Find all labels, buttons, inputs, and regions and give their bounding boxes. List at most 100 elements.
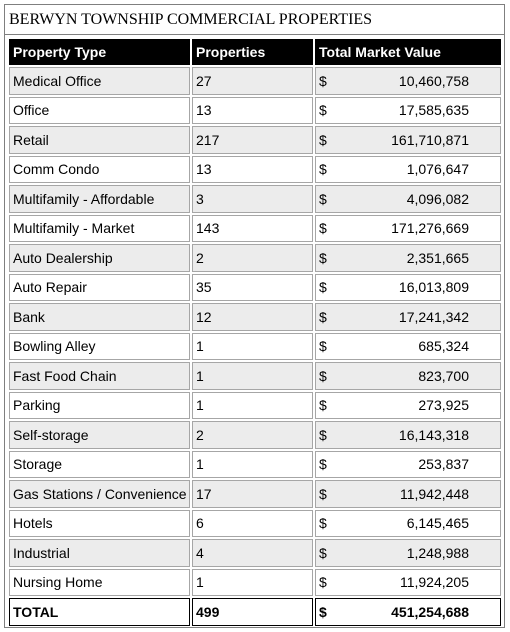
market-value: 11,942,448 (399, 485, 469, 502)
property-type-cell[interactable]: Auto Repair (9, 273, 190, 301)
table-row: Auto Repair 35 $16,013,809 (9, 273, 501, 301)
property-type-cell[interactable]: Bowling Alley (9, 332, 190, 360)
properties-count-cell[interactable]: 4 (192, 539, 313, 567)
currency-symbol: $ (319, 131, 327, 148)
table-row: Nursing Home 1 $11,924,205 (9, 568, 501, 596)
total-row: TOTAL 499 $ 451,254,688 (9, 598, 501, 626)
market-value-cell[interactable]: $161,710,871 (315, 126, 501, 154)
currency-symbol: $ (319, 456, 327, 473)
market-value-cell[interactable]: $6,145,465 (315, 509, 501, 537)
property-type-cell[interactable]: Nursing Home (9, 568, 190, 596)
property-type-cell[interactable]: Parking (9, 391, 190, 419)
market-value: 823,700 (418, 367, 469, 384)
market-value: 16,143,318 (398, 426, 469, 443)
table-row: Bowling Alley 1 $685,324 (9, 332, 501, 360)
property-type-cell[interactable]: Self-storage (9, 421, 190, 449)
total-label[interactable]: TOTAL (9, 598, 190, 626)
total-count[interactable]: 499 (192, 598, 313, 626)
property-type-cell[interactable]: Medical Office (9, 67, 190, 95)
market-value-cell[interactable]: $273,925 (315, 391, 501, 419)
market-value-cell[interactable]: $253,837 (315, 450, 501, 478)
properties-count-cell[interactable]: 1 (192, 332, 313, 360)
properties-count-cell[interactable]: 217 (192, 126, 313, 154)
properties-count-cell[interactable]: 27 (192, 67, 313, 95)
currency-symbol: $ (319, 574, 327, 591)
properties-count-cell[interactable]: 143 (192, 214, 313, 242)
header-total-market-value[interactable]: Total Market Value (315, 39, 501, 65)
property-type-cell[interactable]: Office (9, 96, 190, 124)
properties-count-cell[interactable]: 1 (192, 568, 313, 596)
properties-table: Property Type Properties Total Market Va… (7, 37, 503, 628)
market-value-cell[interactable]: $685,324 (315, 332, 501, 360)
market-value: 2,351,665 (406, 249, 469, 266)
header-properties[interactable]: Properties (192, 39, 313, 65)
market-value-cell[interactable]: $1,248,988 (315, 539, 501, 567)
properties-count-cell[interactable]: 17 (192, 480, 313, 508)
market-value-cell[interactable]: $171,276,669 (315, 214, 501, 242)
table-row: Office 13 $17,585,635 (9, 96, 501, 124)
properties-count-cell[interactable]: 1 (192, 362, 313, 390)
market-value-cell[interactable]: $16,143,318 (315, 421, 501, 449)
currency-symbol: $ (319, 338, 327, 355)
properties-count-cell[interactable]: 6 (192, 509, 313, 537)
table-row: Hotels 6 $6,145,465 (9, 509, 501, 537)
properties-count-cell[interactable]: 2 (192, 421, 313, 449)
header-property-type[interactable]: Property Type (9, 39, 190, 65)
property-type-cell[interactable]: Auto Dealership (9, 244, 190, 272)
market-value-cell[interactable]: $16,013,809 (315, 273, 501, 301)
market-value-cell[interactable]: $17,585,635 (315, 96, 501, 124)
currency-symbol: $ (319, 367, 327, 384)
market-value: 685,324 (418, 338, 469, 355)
market-value: 4,096,082 (406, 190, 469, 207)
table-row: Gas Stations / Convenience 17 $11,942,448 (9, 480, 501, 508)
properties-count-cell[interactable]: 2 (192, 244, 313, 272)
total-value-cell[interactable]: $ 451,254,688 (315, 598, 501, 626)
property-type-cell[interactable]: Fast Food Chain (9, 362, 190, 390)
table-row: Multifamily - Affordable 3 $4,096,082 (9, 185, 501, 213)
property-type-cell[interactable]: Retail (9, 126, 190, 154)
table-row: Parking 1 $273,925 (9, 391, 501, 419)
properties-count-cell[interactable]: 13 (192, 155, 313, 183)
market-value: 6,145,465 (406, 515, 469, 532)
properties-count-cell[interactable]: 12 (192, 303, 313, 331)
currency-symbol: $ (319, 220, 327, 237)
property-type-cell[interactable]: Industrial (9, 539, 190, 567)
market-value-cell[interactable]: $2,351,665 (315, 244, 501, 272)
table-row: Bank 12 $17,241,342 (9, 303, 501, 331)
market-value: 273,925 (418, 397, 469, 414)
property-type-cell[interactable]: Bank (9, 303, 190, 331)
properties-count-cell[interactable]: 1 (192, 391, 313, 419)
property-type-cell[interactable]: Storage (9, 450, 190, 478)
table-row: Medical Office 27 $10,460,758 (9, 67, 501, 95)
currency-symbol: $ (319, 249, 327, 266)
table-row: Auto Dealership 2 $2,351,665 (9, 244, 501, 272)
market-value-cell[interactable]: $1,076,647 (315, 155, 501, 183)
properties-count-cell[interactable]: 1 (192, 450, 313, 478)
spreadsheet-frame: BERWYN TOWNSHIP COMMERCIAL PROPERTIES Pr… (4, 4, 505, 628)
market-value: 1,076,647 (406, 161, 469, 178)
market-value-cell[interactable]: $17,241,342 (315, 303, 501, 331)
currency-symbol: $ (319, 190, 327, 207)
property-type-cell[interactable]: Multifamily - Affordable (9, 185, 190, 213)
properties-count-cell[interactable]: 35 (192, 273, 313, 301)
property-type-cell[interactable]: Multifamily - Market (9, 214, 190, 242)
property-type-cell[interactable]: Gas Stations / Convenience (9, 480, 190, 508)
market-value: 161,710,871 (391, 131, 469, 148)
properties-count-cell[interactable]: 13 (192, 96, 313, 124)
total-value: 451,254,688 (391, 603, 469, 620)
market-value-cell[interactable]: $10,460,758 (315, 67, 501, 95)
market-value-cell[interactable]: $11,942,448 (315, 480, 501, 508)
market-value-cell[interactable]: $823,700 (315, 362, 501, 390)
market-value-cell[interactable]: $4,096,082 (315, 185, 501, 213)
properties-count-cell[interactable]: 3 (192, 185, 313, 213)
currency-symbol: $ (319, 72, 327, 89)
property-type-cell[interactable]: Hotels (9, 509, 190, 537)
currency-symbol: $ (319, 397, 327, 414)
market-value-cell[interactable]: $11,924,205 (315, 568, 501, 596)
property-type-cell[interactable]: Comm Condo (9, 155, 190, 183)
table-row: Comm Condo 13 $1,076,647 (9, 155, 501, 183)
table-row: Multifamily - Market 143 $171,276,669 (9, 214, 501, 242)
market-value: 17,585,635 (398, 102, 469, 119)
market-value: 1,248,988 (406, 544, 469, 561)
currency-symbol: $ (319, 485, 327, 502)
